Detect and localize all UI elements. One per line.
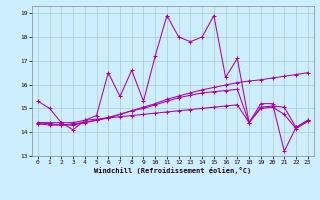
X-axis label: Windchill (Refroidissement éolien,°C): Windchill (Refroidissement éolien,°C) bbox=[94, 167, 252, 174]
